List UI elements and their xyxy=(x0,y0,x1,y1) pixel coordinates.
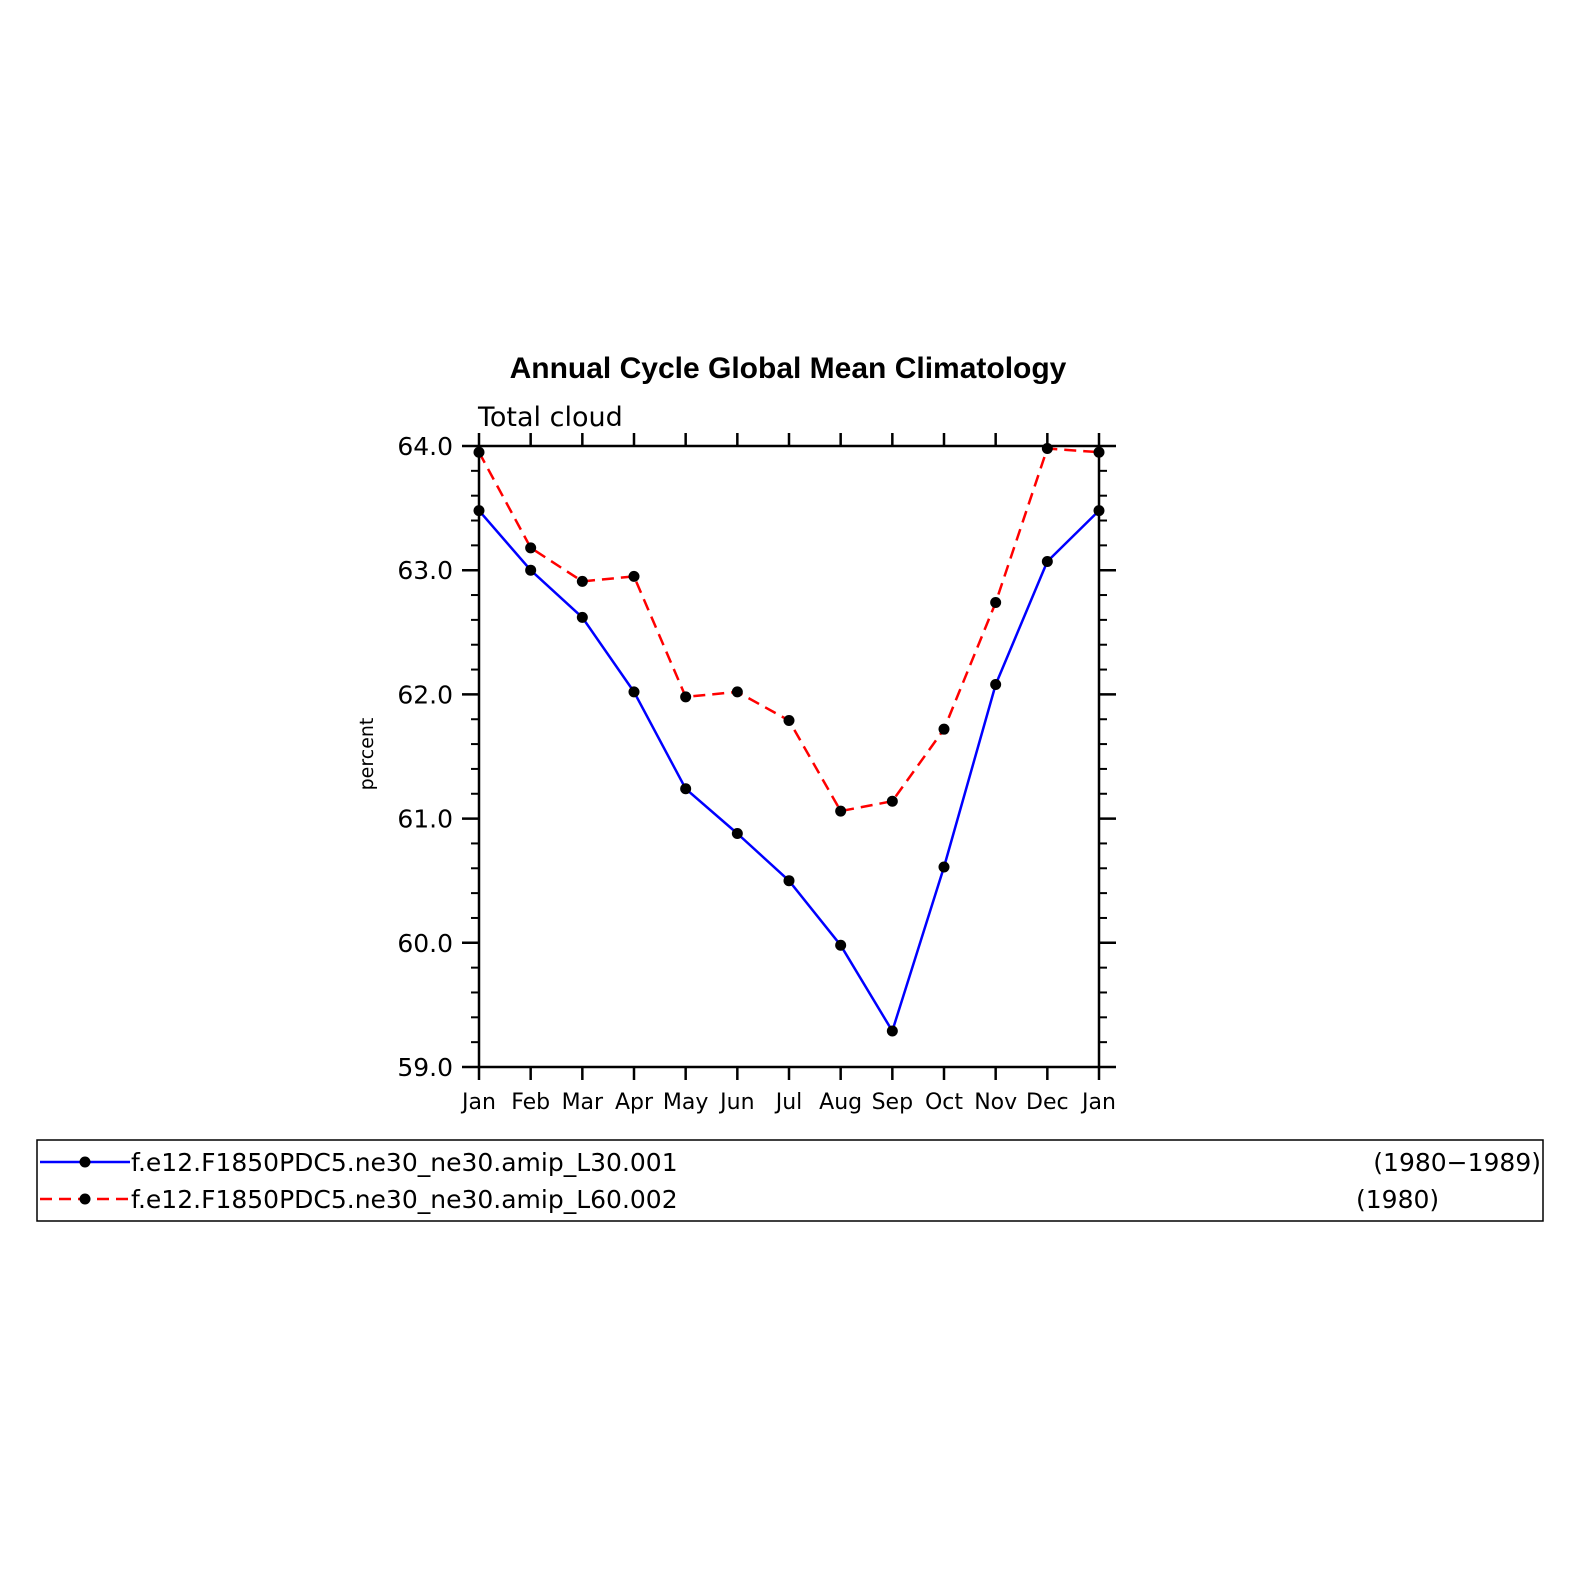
y-tick-label: 60.0 xyxy=(397,929,453,958)
series-1-point xyxy=(731,828,743,840)
legend-frame xyxy=(36,1139,1544,1222)
series-2-point xyxy=(886,795,898,807)
series-2-point xyxy=(1093,446,1105,458)
y-tick-label: 59.0 xyxy=(397,1053,453,1082)
x-tick-label: May xyxy=(663,1090,708,1115)
series-2-point xyxy=(576,575,588,587)
x-tick-label: Mar xyxy=(562,1090,604,1115)
series-1-point xyxy=(1093,505,1105,517)
x-tick-label: Jul xyxy=(774,1090,803,1115)
y-tick-label: 64.0 xyxy=(397,432,453,461)
series-2-point xyxy=(731,686,743,698)
legend-period-series-2: (1980) xyxy=(1356,1185,1439,1214)
x-tick-label: Oct xyxy=(925,1090,963,1115)
series-2-point xyxy=(680,691,692,703)
x-tick-label: Dec xyxy=(1026,1090,1069,1115)
chart-subtitle: Total cloud xyxy=(477,402,623,433)
series-1-point xyxy=(886,1025,898,1037)
y-tick-label: 61.0 xyxy=(397,805,453,834)
legend-label-series-2: f.e12.F1850PDC5.ne30_ne30.amip_L60.002 xyxy=(131,1185,678,1214)
series-line-1 xyxy=(478,509,1100,1033)
x-tick-label: Jan xyxy=(460,1090,496,1115)
series-2-point xyxy=(525,542,537,554)
series-line-2 xyxy=(477,447,1100,813)
y-tick-label: 62.0 xyxy=(397,680,453,709)
series-1-point xyxy=(576,611,588,623)
series-2-point xyxy=(938,723,950,735)
x-tick-label: Sep xyxy=(872,1090,913,1115)
legend-period-series-1: (1980−1989) xyxy=(1373,1148,1541,1177)
series-1-point xyxy=(628,686,640,698)
series-2-point xyxy=(835,805,847,817)
series-1-point xyxy=(990,678,1002,690)
x-tick-label: Apr xyxy=(615,1090,654,1115)
series-2-point xyxy=(783,714,795,726)
legend-marker-series-2 xyxy=(79,1193,91,1205)
x-tick-label: Feb xyxy=(511,1090,550,1115)
x-tick-label: Aug xyxy=(819,1090,862,1115)
series-1-point xyxy=(680,783,692,795)
series-1-point xyxy=(783,875,795,887)
series-1-point xyxy=(835,939,847,951)
legend-marker-series-1 xyxy=(79,1156,91,1168)
legend: f.e12.F1850PDC5.ne30_ne30.amip_L30.001 (… xyxy=(36,1139,1544,1222)
chart-title: Annual Cycle Global Mean Climatology xyxy=(510,352,1067,385)
series-1-point xyxy=(525,564,537,576)
x-tick-label: Jun xyxy=(718,1090,754,1115)
series-1-point xyxy=(1041,556,1053,568)
x-tick-label: Nov xyxy=(974,1090,1017,1115)
series-2-point xyxy=(990,596,1002,608)
series-1-point xyxy=(938,861,950,873)
series-2-point xyxy=(1041,442,1053,454)
plot-frame xyxy=(477,444,1101,1069)
x-tick-label: Jan xyxy=(1080,1090,1116,1115)
series-1-point xyxy=(473,505,485,517)
series-2-point xyxy=(473,446,485,458)
y-axis-label: percent xyxy=(356,718,378,791)
legend-label-series-1: f.e12.F1850PDC5.ne30_ne30.amip_L30.001 xyxy=(131,1148,678,1177)
series-2-point xyxy=(628,570,640,582)
y-tick-label: 63.0 xyxy=(397,556,453,585)
